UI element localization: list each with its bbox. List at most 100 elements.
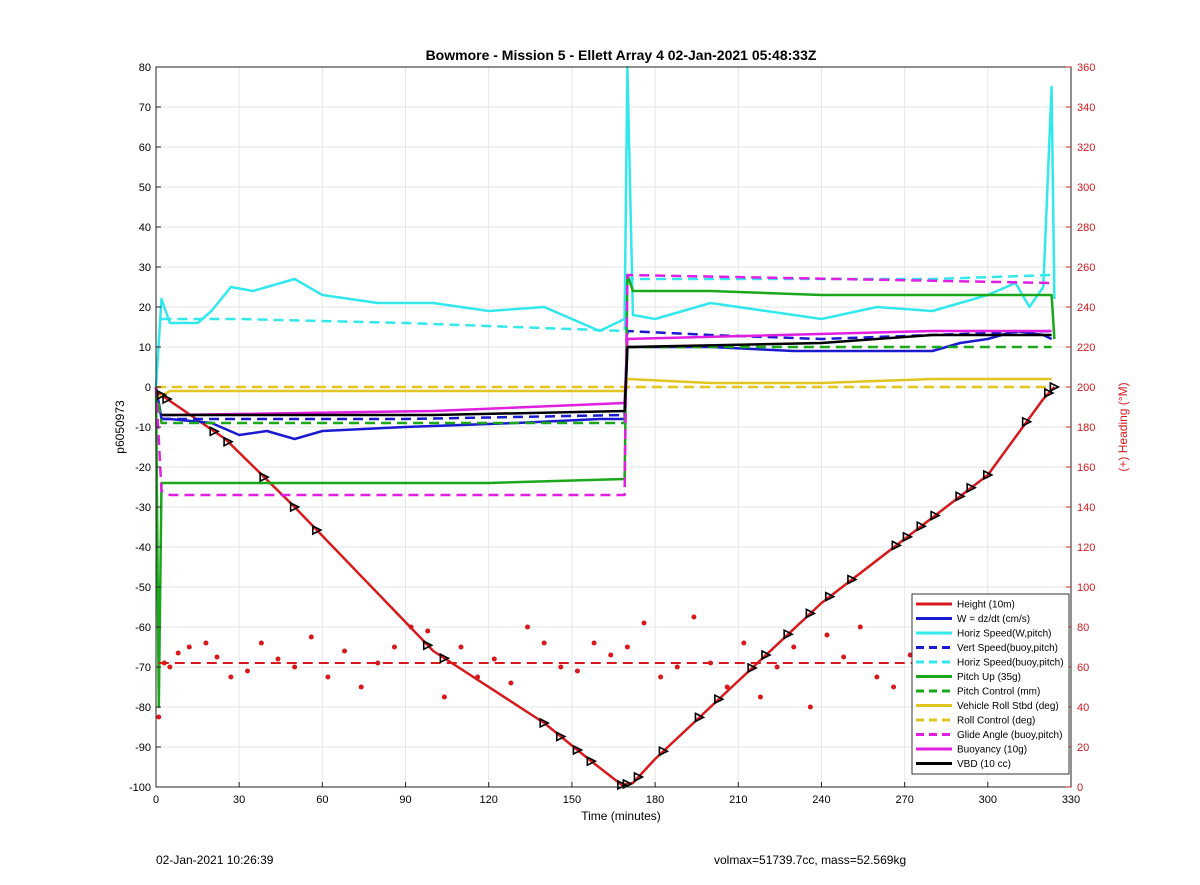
x-tick-label: 60 [316, 794, 328, 806]
legend-label: Roll Control (deg) [957, 716, 1035, 727]
heading-point [774, 664, 780, 670]
y2-tick-label: 80 [1077, 622, 1089, 634]
y2-tick-label: 340 [1077, 102, 1095, 114]
dive-marker [694, 712, 706, 723]
dive-marker [955, 491, 966, 502]
dive-marker [783, 628, 794, 640]
heading-point [167, 664, 173, 670]
heading-point [491, 656, 497, 662]
heading-point [475, 674, 481, 680]
dive-marker [658, 745, 670, 757]
dive-marker [572, 744, 584, 756]
heading-point [891, 684, 897, 690]
legend: Height (10m) W = dz/dt (cm/s) Horiz Speed(… [911, 593, 1070, 775]
legend-label: W = dz/dt (cm/s) [957, 614, 1030, 625]
heading-point [186, 644, 192, 650]
heading-point [342, 648, 348, 654]
y-tick-label: -100 [129, 782, 151, 794]
series-layer [154, 65, 1056, 787]
dive-marker [162, 393, 173, 405]
y2-tick-label: 320 [1077, 142, 1095, 154]
heading-point [292, 664, 298, 670]
y-tick-label: 10 [139, 342, 151, 354]
legend-label: Pitch Up (35g) [957, 672, 1021, 683]
legend-label: Buoyancy (10g) [957, 745, 1027, 756]
heading-point [408, 624, 414, 630]
y2-tick-label: 100 [1077, 582, 1095, 594]
y2-tick-label: 360 [1077, 62, 1095, 74]
legend-label: VBD (10 cc) [957, 759, 1011, 770]
heading-point [691, 614, 697, 620]
heading-point [574, 668, 580, 674]
heading-point [325, 674, 331, 680]
heading-point [757, 694, 763, 700]
legend-label: Glide Angle (buoy,pitch) [957, 730, 1062, 741]
series-line-11 [161, 333, 1052, 417]
y-tick-label: 60 [139, 142, 151, 154]
y2-tick-label: 0 [1077, 782, 1083, 794]
y-tick-label: 0 [145, 382, 151, 394]
y2-tick-label: 200 [1077, 382, 1095, 394]
heading-point [375, 660, 381, 666]
heading-point [874, 674, 880, 680]
y-tick-label: -20 [135, 462, 151, 474]
heading-point [425, 628, 431, 634]
legend-label: Horiz Speed(buoy,pitch) [957, 658, 1064, 669]
y-tick-label: -90 [135, 742, 151, 754]
y2-tick-label: 180 [1077, 422, 1095, 434]
heading-point [558, 664, 564, 670]
x-tick-label: 180 [646, 794, 664, 806]
heading-point [857, 624, 863, 630]
x-tick-label: 270 [895, 794, 913, 806]
axes: 0 30 60 90 120 150 180 210 240 270 300 330-100-90-8… [129, 62, 1095, 806]
heading-point [608, 652, 614, 658]
y2-tick-label: 60 [1077, 662, 1089, 674]
y2-tick-label: 220 [1077, 342, 1095, 354]
heading-point [458, 644, 464, 650]
marker-layer [156, 381, 1061, 791]
heading-point [203, 640, 209, 646]
heading-point [841, 654, 847, 660]
dive-marker [916, 520, 928, 532]
dive-marker [422, 639, 434, 651]
heading-point [308, 634, 314, 640]
heading-point [791, 644, 797, 650]
x-tick-label: 30 [233, 794, 245, 806]
dive-marker [622, 778, 634, 790]
heading-point [525, 624, 531, 630]
heading-point [724, 684, 730, 690]
heading-point [907, 652, 913, 658]
heading-point [258, 640, 264, 646]
y2-tick-label: 240 [1077, 302, 1095, 314]
heading-point [391, 644, 397, 650]
dive-marker [1021, 416, 1033, 428]
heading-point [824, 632, 830, 638]
y-tick-label: 70 [139, 102, 151, 114]
heading-point [161, 660, 167, 666]
legend-label: Pitch Control (mm) [957, 687, 1040, 698]
y2-tick-label: 280 [1077, 222, 1095, 234]
dive-marker [891, 540, 903, 551]
legend-box [911, 593, 1070, 775]
x-tick-label: 90 [399, 794, 411, 806]
dive-marker [824, 591, 836, 602]
heading-point [245, 668, 250, 674]
y2-tick-label: 20 [1077, 742, 1089, 754]
y2-tick-label: 140 [1077, 502, 1095, 514]
heading-point [175, 650, 181, 656]
dive-marker [930, 510, 941, 521]
y-tick-label: 40 [139, 222, 151, 234]
dive-marker [156, 389, 168, 401]
y2-tick-label: 40 [1077, 702, 1089, 714]
y-tick-label: -40 [135, 542, 151, 554]
heading-point [674, 664, 680, 670]
dive-marker [1044, 387, 1055, 399]
y-tick-label: 20 [139, 302, 151, 314]
dive-marker [847, 574, 858, 585]
y-tick-label: 80 [139, 62, 151, 74]
heading-point [591, 640, 597, 646]
chart-title: Bowmore - Mission 5 - Ellett Array 4 02-… [426, 47, 817, 63]
x-tick-label: 210 [729, 794, 747, 806]
legend-label: Vehicle Roll Stbd (deg) [957, 701, 1059, 712]
